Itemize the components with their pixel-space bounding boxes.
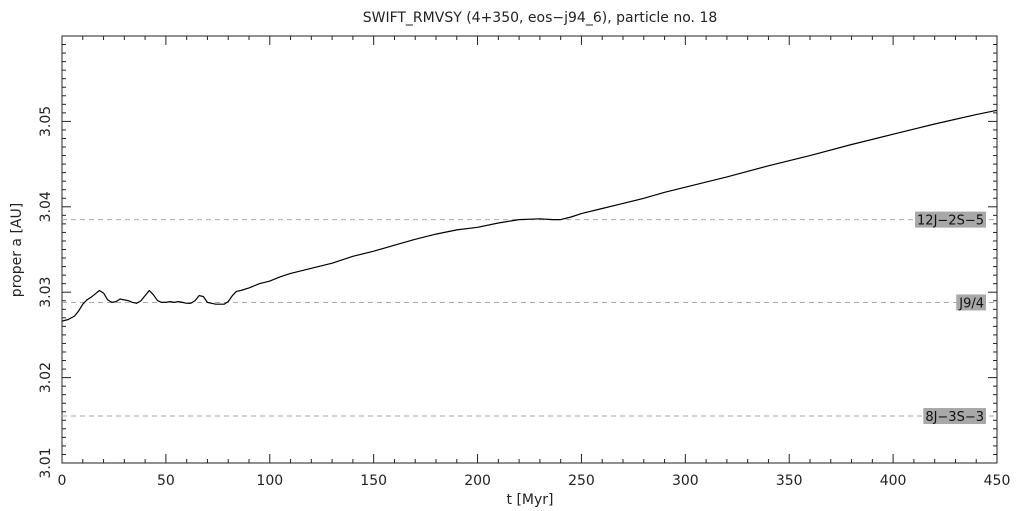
resonance-label-bg	[923, 408, 986, 425]
x-tick-label: 100	[256, 473, 283, 489]
y-axis-label: proper a [AU]	[9, 203, 25, 297]
x-tick-label: 400	[880, 473, 907, 489]
resonance-label: J9/4	[956, 294, 986, 311]
x-tick-label: 250	[568, 473, 595, 489]
x-tick-label: 450	[984, 473, 1011, 489]
resonance-label-text: J9/4	[958, 296, 984, 311]
chart-title: SWIFT_RMVSY (4+350, eos−j94_6), particle…	[363, 10, 718, 26]
x-tick-label: 150	[360, 473, 387, 489]
plot-frame	[61, 35, 998, 464]
resonance-label-bg	[956, 294, 986, 311]
resonance-label-text: 12J−2S−5	[917, 214, 984, 229]
y-tick-label: 3.01	[38, 447, 54, 478]
x-axis-label: t [Myr]	[507, 492, 554, 508]
x-tick-label: 0	[58, 473, 67, 489]
y-tick-label: 3.05	[38, 106, 54, 137]
series-line	[61, 109, 998, 322]
x-tick-label: 200	[464, 473, 491, 489]
y-tick-label: 3.04	[38, 191, 54, 222]
x-tick-label: 50	[157, 473, 175, 489]
resonance-label: 12J−2S−5	[915, 211, 986, 229]
resonance-lines: 12J−2S−5 J9/4 8J−3S−3	[62, 211, 997, 425]
resonance-label: 8J−3S−3	[923, 408, 986, 425]
axis-ticks: 0 50 100 150 200 250 300 350 400 450 3.01 3.02 3.03 3…	[38, 35, 1011, 489]
y-tick-label: 3.02	[38, 362, 54, 393]
x-tick-label: 300	[672, 473, 699, 489]
x-tick-label: 350	[776, 473, 803, 489]
resonance-label-text: 8J−3S−3	[925, 410, 984, 425]
y-tick-label: 3.03	[38, 277, 54, 308]
series-layer	[61, 109, 998, 322]
resonance-label-bg	[915, 211, 986, 228]
